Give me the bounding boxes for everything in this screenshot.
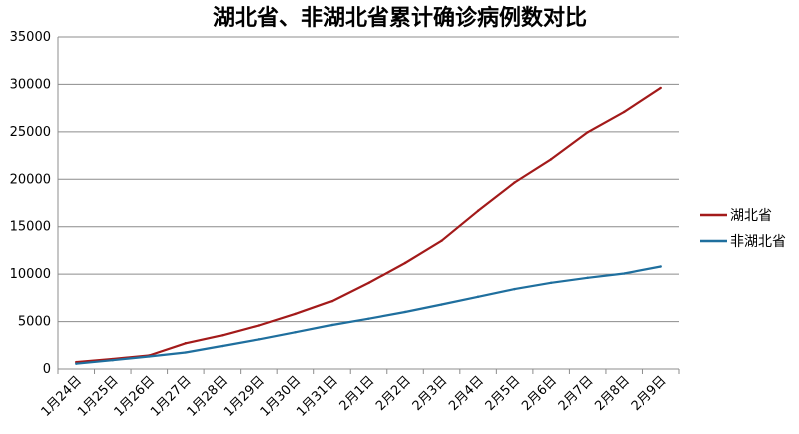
data-point: [586, 276, 589, 279]
y-axis: 0 5000 10000 15000 20000 25000 30000 35000: [10, 30, 51, 377]
x-tick-label: 2月8日: [592, 373, 633, 414]
data-point: [659, 86, 662, 90]
chart-title: 湖北省、非湖北省累计确诊病例数对比: [213, 5, 587, 31]
x-axis: 1月24日1月25日1月26日1月27日1月28日1月29日1月30日1月31日…: [39, 373, 670, 420]
data-point: [257, 338, 261, 341]
legend-label: 非湖北省: [730, 234, 786, 250]
data-point: [440, 239, 443, 242]
data-point: [257, 324, 261, 327]
y-tick-label: 5000: [18, 315, 51, 330]
data-point: [294, 312, 297, 316]
y-tick-label: 20000: [10, 172, 51, 187]
x-tick-label: 2月7日: [556, 373, 597, 414]
x-tick-label: 2月2日: [373, 373, 414, 414]
x-tick-label: 1月31日: [294, 373, 341, 420]
data-point: [586, 131, 589, 134]
data-point: [184, 342, 188, 345]
y-tick-label: 25000: [10, 125, 51, 140]
data-point: [75, 362, 78, 365]
data-point: [549, 158, 553, 161]
y-tick-label: 0: [43, 362, 51, 377]
data-point: [623, 110, 626, 114]
grid: [57, 36, 680, 374]
legend-label: 湖北省: [730, 208, 772, 224]
data-point: [367, 317, 370, 320]
x-tick-label: 2月6日: [519, 373, 560, 414]
data-point: [367, 281, 370, 285]
x-tick-label: 2月9日: [629, 373, 670, 414]
data-point: [403, 261, 407, 265]
data-point: [659, 265, 662, 268]
data-point: [294, 331, 297, 334]
data-point: [184, 351, 188, 354]
y-tick-label: 35000: [10, 30, 51, 45]
y-tick-label: 15000: [10, 220, 51, 235]
data-point: [513, 181, 516, 184]
data-point: [513, 287, 516, 291]
y-tick-label: 30000: [10, 77, 51, 92]
series-line-0: [76, 86, 662, 364]
data-point: [476, 295, 480, 298]
data-point: [148, 355, 151, 358]
x-tick-label: 2月4日: [446, 373, 487, 414]
data-point: [221, 344, 224, 348]
data-point: [403, 310, 407, 314]
data-point: [623, 272, 626, 275]
y-tick-label: 10000: [10, 267, 51, 282]
data-point: [330, 299, 334, 303]
data-point: [221, 334, 224, 337]
data-point: [440, 303, 443, 306]
x-tick-label: 2月3日: [410, 373, 451, 414]
series-line-1: [76, 265, 661, 365]
x-tick-label: 2月1日: [337, 373, 378, 414]
series-lines: [75, 86, 662, 365]
data-point: [549, 281, 553, 284]
data-point: [476, 209, 480, 212]
data-point: [111, 359, 114, 362]
x-tick-label: 2月5日: [483, 373, 524, 414]
data-point: [330, 323, 334, 327]
